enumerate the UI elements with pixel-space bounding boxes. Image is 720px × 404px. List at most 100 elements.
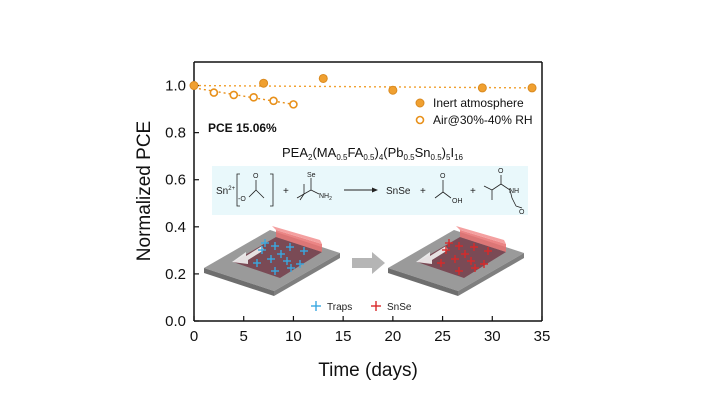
plus-sign-2: + (420, 186, 426, 197)
urea-o-label-2: O (519, 209, 525, 216)
urea-o-label: O (498, 168, 504, 175)
x-tick-label-0: 0 (190, 328, 198, 345)
x-tick-label-4: 20 (385, 328, 402, 345)
coating-direction-arrow-left (232, 246, 264, 264)
substrate-side-left-2 (274, 253, 340, 296)
legend-marker-air (415, 115, 425, 125)
plot-frame (193, 61, 543, 322)
series-0-point-4 (477, 83, 487, 93)
series-0-point-5 (527, 83, 537, 93)
series-0-point-2 (318, 73, 328, 83)
trap-marker-10 (261, 239, 269, 247)
blade-right (460, 230, 506, 252)
substrate-side-left-1 (204, 268, 274, 296)
trap-marker-9 (287, 264, 295, 272)
selenourea-bonds (296, 178, 320, 201)
snse-legend-marker (371, 301, 381, 311)
legend: Inert atmosphere Air@30%-40% RH (415, 96, 533, 127)
series-0-point-1 (259, 78, 269, 88)
substrate-side-right-1 (388, 268, 458, 296)
pce-annotation: PCE 15.06% (208, 121, 277, 135)
series-0-point-3 (388, 85, 398, 95)
acetate-structure (236, 173, 274, 207)
reaction-arrow-head (372, 187, 378, 193)
y-tick-label-1: 0.2 (165, 266, 186, 283)
trap-marker-3 (300, 247, 308, 255)
selenourea-structure (296, 178, 320, 201)
urea-nh-label: NH (509, 188, 519, 195)
traps-legend-marker (311, 301, 321, 311)
trend-line-0 (193, 84, 533, 89)
x-tick-label-2: 10 (285, 328, 302, 345)
plus-sign-3: + (470, 186, 476, 197)
series-1-point-0 (209, 88, 219, 97)
trap-marker-8 (271, 267, 279, 275)
snse-marker-7 (480, 260, 488, 268)
device-after (388, 226, 524, 296)
legend-label-inert: Inert atmosphere (433, 96, 524, 110)
snse-marker-9 (471, 264, 479, 272)
acetate-bracket-left (236, 173, 240, 207)
snse-marker-2 (470, 243, 478, 251)
snse-marker-8 (455, 267, 463, 275)
y-tick-label-5: 1.0 (165, 78, 186, 95)
y-tick-label-0: 0.0 (165, 313, 186, 330)
trap-marker-6 (283, 257, 291, 265)
snse-marker-10 (445, 239, 453, 247)
film-right (417, 237, 506, 278)
acetic-acid-o-label: O (440, 173, 446, 180)
blade-right-top (456, 226, 506, 244)
selenourea-nh2-label: NH2 (319, 193, 332, 202)
coating-direction-arrow-right (416, 246, 448, 264)
series-1-point-3 (269, 96, 278, 106)
sn-ion-label: Sn2+ (216, 186, 236, 197)
trap-markers (253, 239, 308, 275)
blade-left (276, 230, 322, 252)
product-snse-label: SnSe (386, 186, 411, 197)
x-tick-label-3: 15 (335, 328, 352, 345)
x-tick-label-5: 25 (434, 328, 451, 345)
legend-label-air: Air@30%-40% RH (433, 113, 533, 127)
acetic-acid-oh-label: OH (452, 198, 463, 205)
y-tick-label-3: 0.6 (165, 172, 186, 189)
urea-derivative-bonds (483, 175, 523, 209)
film-left (233, 237, 322, 278)
inset-legend: Traps SnSe (311, 301, 412, 313)
y-tick-label-4: 0.8 (165, 125, 186, 142)
urea-derivative-structure (483, 175, 523, 209)
snse-legend-label: SnSe (387, 302, 412, 313)
x-tick-label-7: 35 (534, 328, 551, 345)
y-axis-title: Normalized PCE (134, 121, 155, 261)
series-1-point-2 (249, 93, 258, 102)
snse-marker-11 (461, 250, 469, 258)
trap-marker-11 (277, 250, 285, 258)
reaction-background (212, 166, 528, 215)
trap-marker-0 (258, 246, 266, 254)
device-before (204, 226, 340, 296)
trap-marker-5 (267, 255, 275, 263)
snse-marker-1 (455, 242, 463, 250)
x-tick-label-1: 5 (240, 328, 248, 345)
acetate-o-minus-label: -O (238, 196, 246, 203)
x-tick-label-6: 30 (484, 328, 501, 345)
y-tick-label-2: 0.4 (165, 219, 186, 236)
snse-marker-5 (451, 255, 459, 263)
trend-line-1 (193, 87, 294, 106)
snse-marker-4 (437, 259, 445, 267)
transition-arrow (352, 252, 385, 274)
acetic-acid-bonds (434, 180, 452, 199)
axis-ticks: 0 5 10 15 20 25 30 35 0.0 0.2 0.4 0.6 0.8 1.0 (165, 78, 550, 345)
acetate-bracket-right (270, 173, 274, 207)
reaction-scheme: Sn2+ O -O + Se NH2 SnSe + O OH + (212, 166, 528, 216)
acetate-o-label: O (253, 173, 259, 180)
plus-sign-1: + (283, 186, 289, 197)
substrate-side-right-2 (458, 253, 524, 296)
acetic-acid-structure (434, 180, 452, 199)
blade-left-top (272, 226, 322, 244)
trap-marker-7 (296, 260, 304, 268)
legend-marker-inert (415, 98, 425, 108)
acetate-bonds (248, 180, 265, 199)
perovskite-formula: PEA2(MA0.5FA0.5)4(Pb0.5Sn0.5)5I16 (282, 145, 464, 162)
traps-legend-label: Traps (327, 302, 352, 313)
